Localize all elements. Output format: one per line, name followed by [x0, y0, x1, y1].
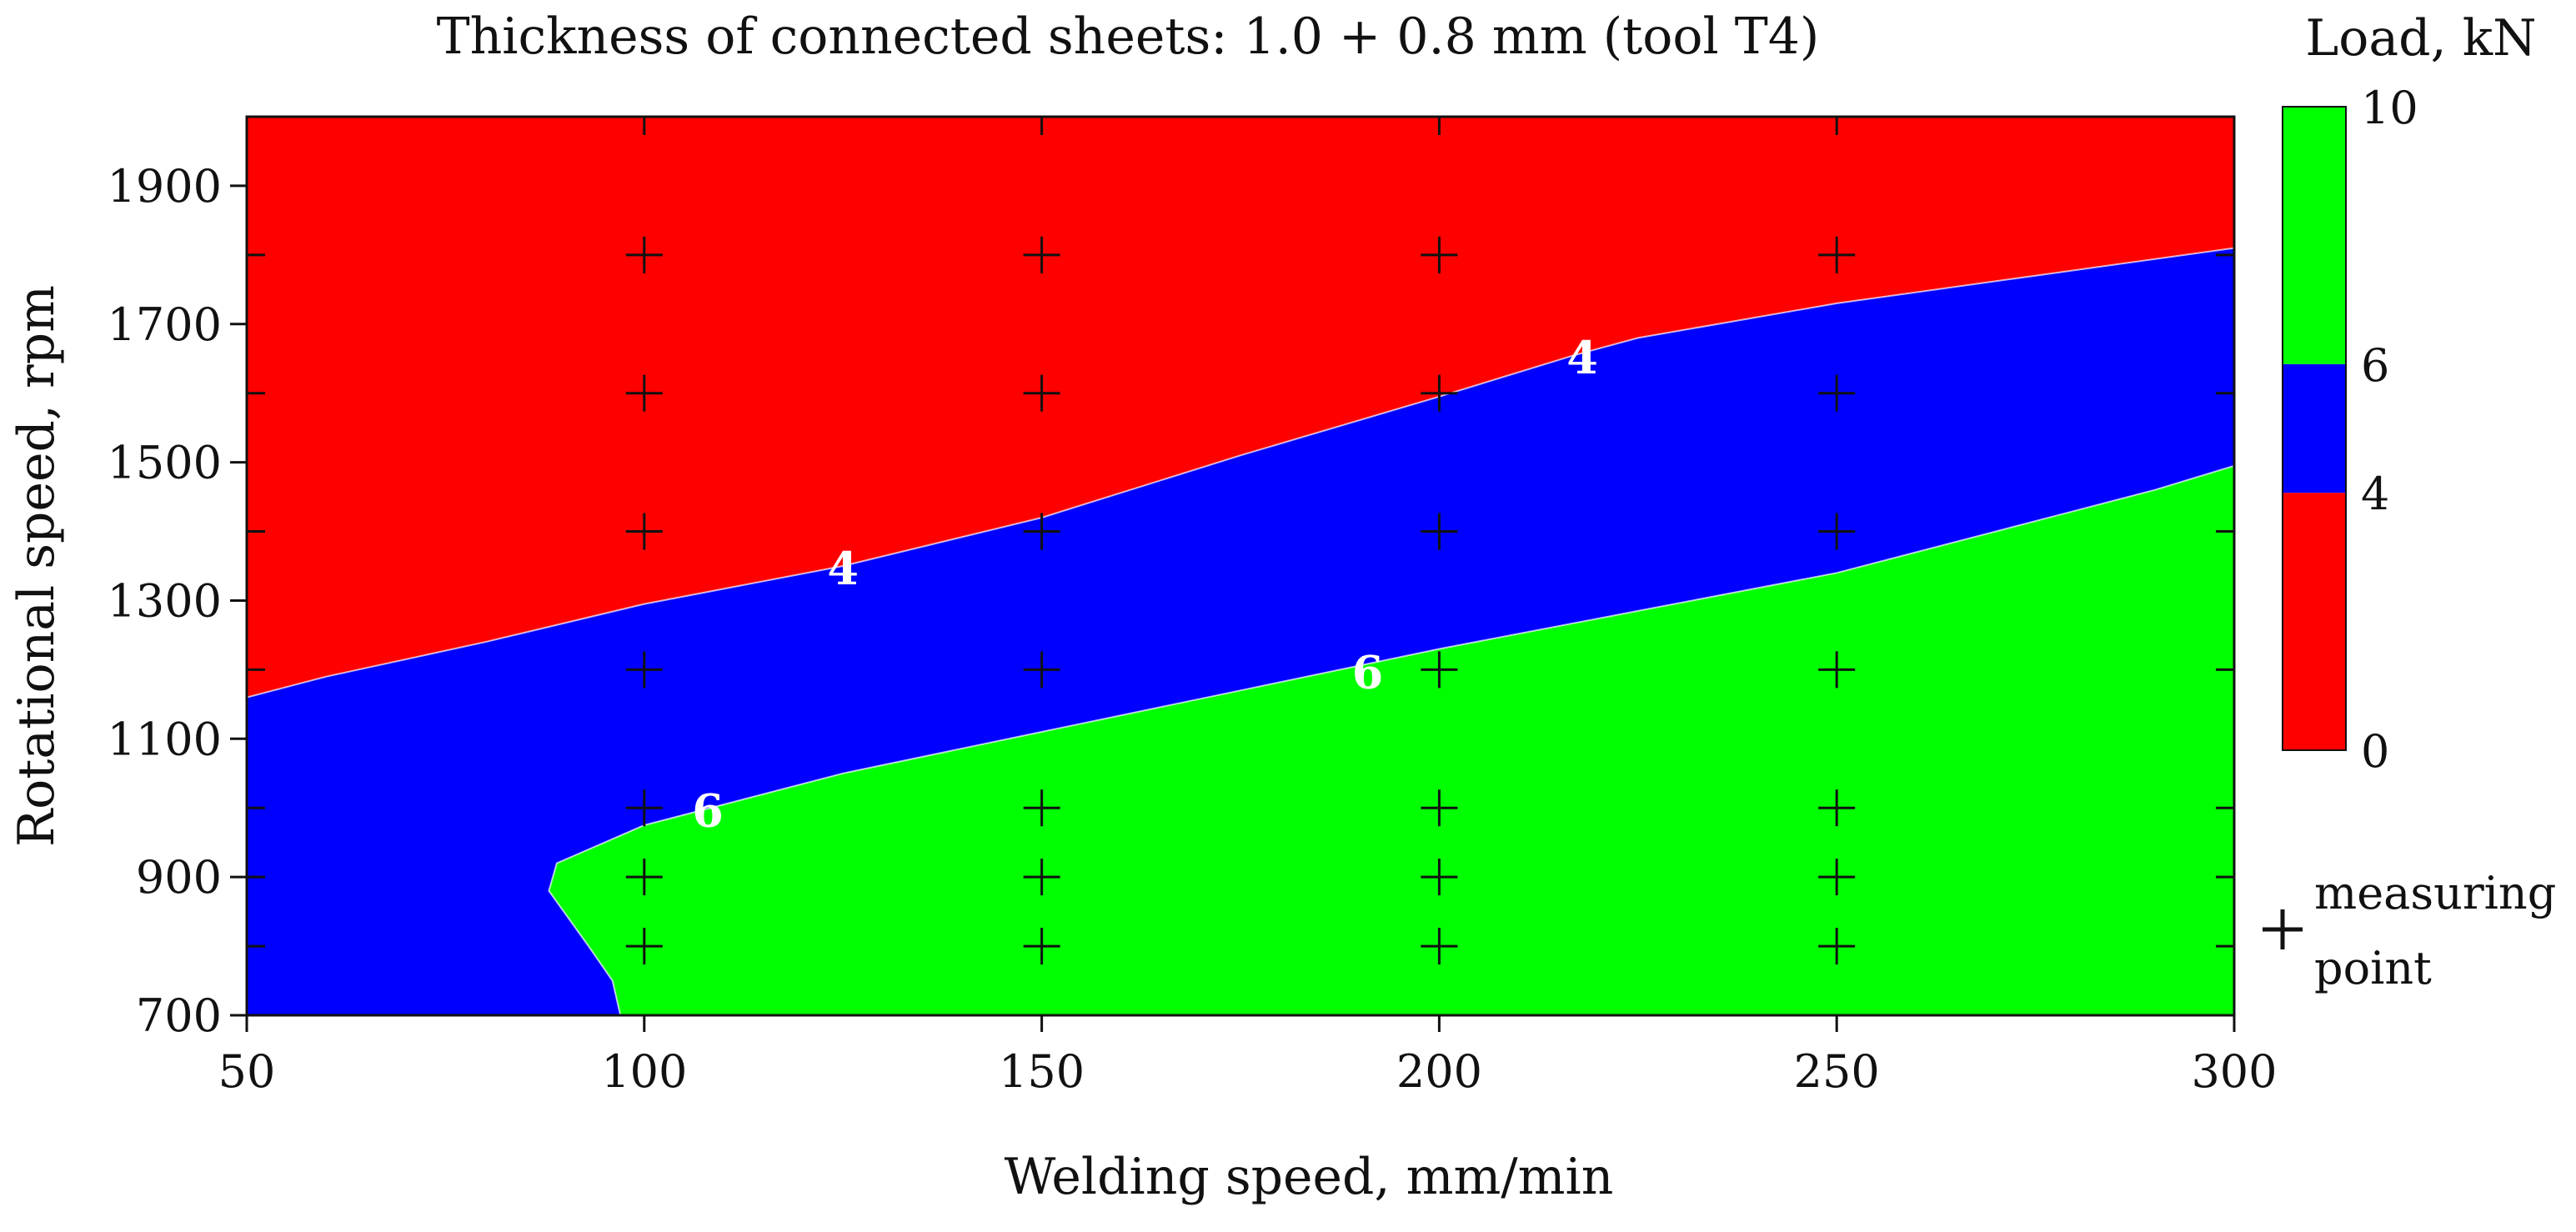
y-tick-label: 1700	[108, 298, 222, 351]
colorbar-tick-label: 6	[2361, 339, 2389, 392]
x-tick-label: 50	[218, 1045, 276, 1098]
chart-title: Thickness of connected sheets: 1.0 + 0.8…	[437, 8, 1820, 66]
y-axis: 700 900 1100 1300 1500 1700 1900	[108, 160, 247, 1042]
measuring-points	[247, 117, 2234, 965]
measuring-point	[1421, 513, 1458, 550]
x-axis-title: Welding speed, mm/min	[1005, 1148, 1614, 1206]
legend-label-line1: measuring	[2314, 867, 2556, 919]
measuring-point-marker	[2263, 909, 2303, 949]
measuring-point	[2216, 789, 2234, 827]
colorbar-segment	[2283, 493, 2346, 750]
measuring-point	[247, 236, 265, 273]
contour-labels: 4 4 6 6	[692, 331, 1598, 837]
measuring-point	[247, 651, 265, 689]
colorbar-segment	[2283, 363, 2346, 493]
measuring-point	[625, 374, 663, 412]
measuring-point	[625, 651, 663, 689]
measuring-point	[247, 928, 265, 965]
x-axis: 50 100 150 200 250 300	[218, 1015, 2278, 1098]
measuring-point	[1023, 236, 1060, 273]
colorbar-frame	[2282, 106, 2347, 751]
y-axis-title: Rotational speed, rpm	[8, 285, 66, 847]
measuring-point	[1421, 789, 1458, 827]
legend: measuring point	[2263, 867, 2556, 994]
contour-label: 6	[692, 784, 724, 837]
measuring-point	[625, 236, 663, 273]
y-tick-label: 1900	[108, 160, 222, 213]
x-tick-label: 100	[601, 1045, 687, 1098]
measuring-point	[1421, 236, 1458, 273]
measuring-point	[2216, 859, 2234, 896]
measuring-point	[1421, 928, 1458, 965]
measuring-point	[1023, 374, 1060, 412]
measuring-point	[1421, 117, 1458, 135]
measuring-point	[247, 513, 265, 550]
y-tick-label: 900	[136, 851, 222, 904]
measuring-point	[2216, 513, 2234, 550]
contour-line-4	[247, 247, 2234, 699]
colorbar-tick-label: 0	[2361, 725, 2389, 778]
y-tick-label: 700	[136, 989, 222, 1042]
plot-frame	[245, 115, 2236, 1017]
measuring-point	[1818, 236, 1856, 273]
measuring-point	[1818, 789, 1856, 827]
measuring-point	[1023, 928, 1060, 965]
y-tick-label: 1500	[108, 437, 222, 489]
measuring-point	[625, 928, 663, 965]
measuring-point	[625, 117, 663, 135]
measuring-point	[625, 859, 663, 896]
y-tick-label: 1100	[108, 713, 222, 765]
measuring-point	[247, 859, 265, 896]
measuring-point	[1023, 859, 1060, 896]
colorbar-segments	[2282, 106, 2347, 751]
measuring-point	[625, 789, 663, 827]
y-tick-label: 1300	[108, 574, 222, 627]
measuring-point	[1818, 651, 1856, 689]
measuring-point	[2216, 928, 2234, 965]
measuring-point	[2216, 236, 2234, 273]
measuring-point	[1023, 789, 1060, 827]
colorbar: Load, kN 0 4 6 10	[2282, 9, 2537, 778]
measuring-point	[2216, 374, 2234, 412]
measuring-point	[1023, 117, 1060, 135]
contour-label: 4	[827, 542, 859, 595]
measuring-point	[1023, 651, 1060, 689]
legend-label-line2: point	[2314, 942, 2432, 994]
colorbar-tick-label: 10	[2361, 82, 2418, 134]
measuring-point	[247, 789, 265, 827]
x-tick-label: 300	[2191, 1045, 2277, 1098]
contour-line-6	[548, 464, 2234, 1015]
contour-label: 6	[1352, 646, 1384, 699]
measuring-point	[1421, 651, 1458, 689]
colorbar-ticks: 0 4 6 10	[2361, 82, 2418, 778]
measuring-point	[625, 513, 663, 550]
x-tick-label: 250	[1794, 1045, 1880, 1098]
colorbar-tick-label: 4	[2361, 468, 2389, 520]
measuring-point	[1421, 374, 1458, 412]
contour-label: 4	[1566, 331, 1598, 384]
region-load-6-10	[549, 465, 2234, 1015]
colorbar-segment	[2283, 107, 2346, 364]
measuring-point	[247, 374, 265, 412]
x-tick-label: 150	[999, 1045, 1085, 1098]
measuring-point	[1818, 374, 1856, 412]
measuring-point	[1818, 117, 1856, 135]
measuring-point	[2216, 651, 2234, 689]
x-tick-label: 200	[1396, 1045, 1482, 1098]
measuring-point	[1818, 859, 1856, 896]
measuring-point	[1818, 513, 1856, 550]
colorbar-title: Load, kN	[2305, 9, 2536, 68]
measuring-point	[1818, 928, 1856, 965]
measuring-point	[1023, 513, 1060, 550]
measuring-point	[1421, 859, 1458, 896]
